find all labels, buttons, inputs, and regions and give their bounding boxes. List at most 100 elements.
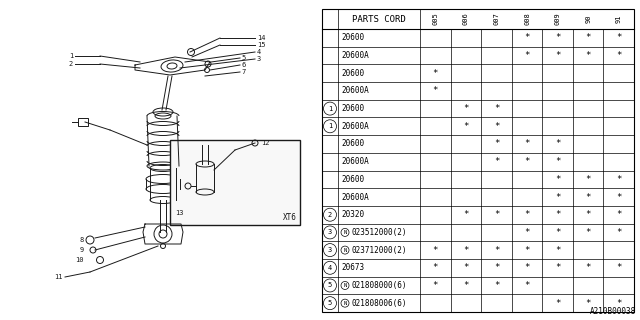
Text: 023712000(2): 023712000(2)	[351, 245, 406, 255]
Text: *: *	[616, 263, 621, 272]
Text: 15: 15	[257, 42, 266, 48]
Text: *: *	[463, 281, 468, 290]
Text: 2: 2	[328, 212, 332, 218]
Text: *: *	[616, 228, 621, 237]
Text: *: *	[524, 157, 530, 166]
Text: *: *	[433, 263, 438, 272]
Text: 005: 005	[432, 12, 438, 25]
Text: 023512000(2): 023512000(2)	[351, 228, 406, 237]
Text: 021808006(6): 021808006(6)	[351, 299, 406, 308]
Text: *: *	[524, 51, 530, 60]
Text: 007: 007	[493, 12, 499, 25]
Text: *: *	[586, 210, 591, 219]
Text: *: *	[433, 86, 438, 95]
Text: 20600: 20600	[341, 69, 364, 78]
Text: *: *	[463, 210, 468, 219]
Text: 6: 6	[241, 62, 245, 68]
Text: 20600: 20600	[341, 175, 364, 184]
Text: 13: 13	[175, 210, 184, 216]
Text: 009: 009	[555, 12, 561, 25]
Text: 8: 8	[80, 237, 84, 243]
Text: 20600A: 20600A	[341, 86, 369, 95]
Text: *: *	[616, 175, 621, 184]
Text: *: *	[555, 210, 560, 219]
Text: *: *	[586, 51, 591, 60]
Text: *: *	[555, 51, 560, 60]
Text: *: *	[616, 51, 621, 60]
Text: *: *	[524, 245, 530, 255]
Text: 10: 10	[76, 257, 84, 263]
Text: *: *	[616, 210, 621, 219]
Text: 14: 14	[257, 35, 266, 41]
Text: 5: 5	[328, 283, 332, 288]
Text: *: *	[433, 245, 438, 255]
Text: *: *	[524, 140, 530, 148]
Text: *: *	[493, 245, 499, 255]
Text: 2: 2	[68, 61, 73, 67]
Text: 4: 4	[257, 49, 261, 55]
Text: N: N	[344, 283, 347, 288]
Text: 1: 1	[68, 53, 73, 59]
Text: *: *	[493, 104, 499, 113]
Text: 20600: 20600	[341, 104, 364, 113]
Text: *: *	[616, 193, 621, 202]
Text: N: N	[344, 230, 347, 235]
Text: 008: 008	[524, 12, 530, 25]
Text: *: *	[524, 228, 530, 237]
Text: *: *	[555, 245, 560, 255]
Text: 006: 006	[463, 12, 469, 25]
Text: *: *	[524, 33, 530, 42]
Text: 20600A: 20600A	[341, 51, 369, 60]
Text: 90: 90	[585, 15, 591, 23]
Text: 3: 3	[328, 229, 332, 236]
Text: *: *	[555, 140, 560, 148]
Text: *: *	[555, 175, 560, 184]
Text: *: *	[586, 263, 591, 272]
Bar	[78, 118, 88, 126]
Bar	[322, 9, 634, 312]
Text: *: *	[493, 122, 499, 131]
Text: *: *	[493, 210, 499, 219]
Text: *: *	[524, 210, 530, 219]
Text: *: *	[463, 122, 468, 131]
Text: *: *	[586, 33, 591, 42]
Text: N: N	[344, 301, 347, 306]
Text: 9: 9	[80, 247, 84, 253]
Text: 20600: 20600	[341, 33, 364, 42]
Text: *: *	[616, 299, 621, 308]
Text: *: *	[463, 263, 468, 272]
Text: 1: 1	[328, 123, 332, 129]
Text: 5: 5	[241, 55, 245, 61]
Text: 20320: 20320	[341, 210, 364, 219]
Text: 20600A: 20600A	[341, 122, 369, 131]
Text: *: *	[493, 140, 499, 148]
Text: *: *	[616, 33, 621, 42]
Text: *: *	[493, 281, 499, 290]
Text: 20600: 20600	[341, 140, 364, 148]
Text: 20673: 20673	[341, 263, 364, 272]
Text: *: *	[555, 299, 560, 308]
Text: 12: 12	[261, 140, 269, 146]
Text: 3: 3	[328, 247, 332, 253]
Text: *: *	[586, 193, 591, 202]
Text: 20600A: 20600A	[341, 193, 369, 202]
Text: *: *	[555, 263, 560, 272]
Text: *: *	[555, 228, 560, 237]
Text: 7: 7	[241, 69, 245, 75]
Text: *: *	[493, 263, 499, 272]
Text: *: *	[555, 157, 560, 166]
Text: *: *	[555, 33, 560, 42]
Text: N: N	[344, 248, 347, 252]
Text: PARTS CORD: PARTS CORD	[352, 14, 406, 23]
Text: *: *	[586, 175, 591, 184]
Text: *: *	[524, 281, 530, 290]
Text: A210B00038: A210B00038	[589, 307, 636, 316]
Text: *: *	[433, 281, 438, 290]
Text: *: *	[463, 245, 468, 255]
Text: 91: 91	[616, 15, 621, 23]
Text: 3: 3	[257, 56, 261, 62]
Text: XT6: XT6	[283, 213, 297, 222]
Text: *: *	[586, 299, 591, 308]
Text: *: *	[433, 69, 438, 78]
Text: 021808000(6): 021808000(6)	[351, 281, 406, 290]
